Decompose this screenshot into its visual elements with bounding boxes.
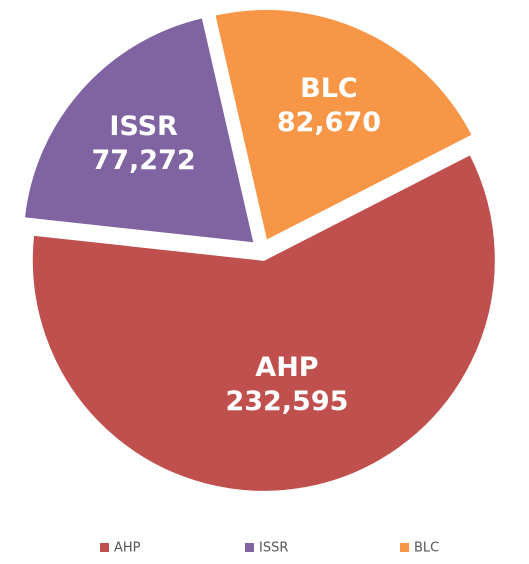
slice-name: BLC [300,73,358,104]
pie-slice [22,16,256,245]
slice-value: 232,595 [225,386,348,417]
legend-label: ISSR [259,541,288,556]
slice-name: AHP [255,352,318,383]
slice-value: 77,272 [91,145,195,176]
legend-swatch [100,543,109,552]
legend-swatch [400,543,409,552]
legend-label: AHP [114,541,141,556]
legend-label: BLC [414,541,439,556]
pie-slice [30,152,497,493]
slice-name: ISSR [109,111,178,142]
legend-swatch [245,543,254,552]
pie-slice [213,7,475,243]
slice-value: 82,670 [277,107,381,138]
